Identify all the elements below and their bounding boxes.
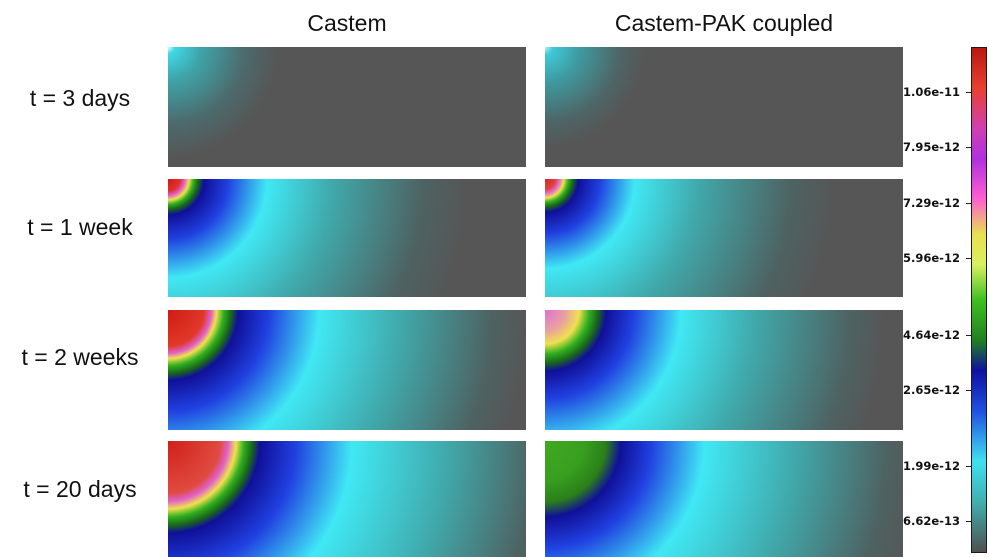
coupled-panel-2-weeks bbox=[545, 310, 903, 430]
colorbar-tick bbox=[966, 335, 971, 336]
colorbar-tick bbox=[966, 203, 971, 204]
colorbar-tick bbox=[966, 258, 971, 259]
castem-panel-2-weeks bbox=[168, 310, 526, 430]
colorbar-tick bbox=[966, 147, 971, 148]
column-title-castem-pak-coupled: Castem-PAK coupled bbox=[614, 10, 834, 36]
castem-panel-20-days bbox=[168, 441, 526, 557]
colorbar-label-2: 7.95e-12 bbox=[903, 140, 960, 154]
coupled-panel-20-days bbox=[545, 441, 903, 557]
color-scale-gradient bbox=[972, 48, 986, 552]
coupled-contour-20-days bbox=[545, 441, 903, 557]
castem-contour-3-days bbox=[168, 47, 526, 167]
coupled-contour-1-week bbox=[545, 179, 903, 297]
column-title-castem: Castem bbox=[307, 10, 387, 36]
colorbar-label-4: 5.96e-12 bbox=[903, 251, 960, 265]
coupled-panel-3-days bbox=[545, 47, 903, 167]
row-label-20-days: t = 20 days bbox=[23, 476, 137, 502]
colorbar-tick bbox=[966, 521, 971, 522]
castem-panel-3-days bbox=[168, 47, 526, 167]
color-scale-bar bbox=[971, 47, 987, 553]
row-label-2-weeks: t = 2 weeks bbox=[21, 344, 139, 370]
castem-contour-1-week bbox=[168, 179, 526, 297]
colorbar-tick bbox=[966, 92, 971, 93]
castem-contour-2-weeks bbox=[168, 310, 526, 430]
castem-panel-1-week bbox=[168, 179, 526, 297]
coupled-contour-2-weeks bbox=[545, 310, 903, 430]
colorbar-label-8: 6.62e-13 bbox=[903, 514, 960, 528]
row-label-1-week: t = 1 week bbox=[27, 214, 133, 240]
colorbar-tick bbox=[966, 390, 971, 391]
colorbar-label-7: 1.99e-12 bbox=[903, 459, 960, 473]
row-label-3-days: t = 3 days bbox=[29, 85, 131, 111]
coupled-panel-1-week bbox=[545, 179, 903, 297]
colorbar-label-1: 1.06e-11 bbox=[903, 85, 960, 99]
colorbar-tick bbox=[966, 466, 971, 467]
coupled-contour-3-days bbox=[545, 47, 903, 167]
castem-contour-20-days bbox=[168, 441, 526, 557]
colorbar-label-3: 7.29e-12 bbox=[903, 196, 960, 210]
colorbar-label-6: 2.65e-12 bbox=[903, 383, 960, 397]
colorbar-label-5: 4.64e-12 bbox=[903, 328, 960, 342]
